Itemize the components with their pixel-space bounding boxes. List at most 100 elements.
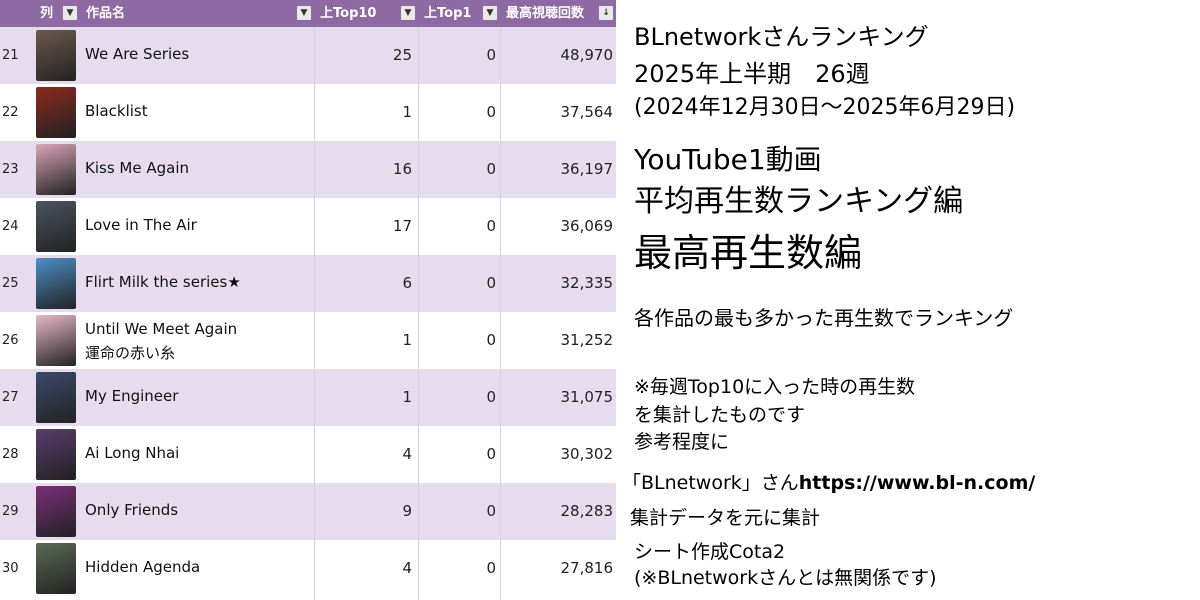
info-note-2: を集計したものです xyxy=(634,404,806,426)
row-top10: 9 xyxy=(402,502,412,520)
row-top10: 1 xyxy=(402,388,412,406)
table-row[interactable]: 29 Only Friends 9 0 28,283 xyxy=(0,483,616,540)
row-max-views: 36,197 xyxy=(560,160,614,178)
info-max-heading: 最高再生数編 xyxy=(634,231,863,275)
row-rank: 24 xyxy=(2,219,19,234)
poster-thumbnail xyxy=(36,315,76,366)
ranking-table: 列 ▼ 作品名 ▼ 上Top10 ▼ 上Top1 ▼ 最高視聴回数 ↓ 21 We… xyxy=(0,0,616,600)
info-source: 「BLnetwork」さんhttps://www.bl-n.com/ xyxy=(622,470,1035,496)
row-title: Love in The Air xyxy=(85,216,197,234)
row-top1: 0 xyxy=(486,46,496,64)
row-max-views: 32,335 xyxy=(560,274,614,292)
row-max-views: 36,069 xyxy=(560,217,614,235)
row-top1: 0 xyxy=(486,559,496,577)
header-top1-label: 上Top1 xyxy=(424,6,472,21)
info-credit: シート作成Cota2 xyxy=(634,541,786,563)
row-top10: 1 xyxy=(402,103,412,121)
row-rank: 25 xyxy=(2,276,19,291)
info-note-1: ※毎週Top10に入った時の再生数 xyxy=(634,376,916,398)
row-rank: 27 xyxy=(2,390,19,405)
table-row[interactable]: 24 Love in The Air 17 0 36,069 xyxy=(0,198,616,255)
row-title: Ai Long Nhai xyxy=(85,444,180,462)
row-title: Hidden Agenda xyxy=(85,558,201,576)
table-row[interactable]: 23 Kiss Me Again 16 0 36,197 xyxy=(0,141,616,198)
header-max-views[interactable]: 最高視聴回数 ↓ xyxy=(500,0,616,27)
poster-thumbnail xyxy=(36,144,76,195)
row-top1: 0 xyxy=(486,103,496,121)
table-row[interactable]: 28 Ai Long Nhai 4 0 30,302 xyxy=(0,426,616,483)
column-divider xyxy=(500,27,501,600)
row-max-views: 37,564 xyxy=(560,103,614,121)
poster-thumbnail xyxy=(36,429,76,480)
column-divider xyxy=(314,27,315,600)
info-period: 2025年上半期 26週 xyxy=(634,60,870,88)
row-top10: 17 xyxy=(392,217,412,235)
table-row[interactable]: 22 Blacklist 1 0 37,564 xyxy=(0,84,616,141)
row-title: Only Friends xyxy=(85,501,179,519)
row-rank: 23 xyxy=(2,162,19,177)
row-top10: 6 xyxy=(402,274,412,292)
row-top1: 0 xyxy=(486,274,496,292)
column-divider xyxy=(418,27,419,600)
table-header: 列 ▼ 作品名 ▼ 上Top10 ▼ 上Top1 ▼ 最高視聴回数 ↓ xyxy=(0,0,616,27)
row-top10: 4 xyxy=(402,445,412,463)
row-rank: 30 xyxy=(2,561,19,576)
row-subtitle: 運命の赤い糸 xyxy=(85,344,176,362)
row-rank: 29 xyxy=(2,504,19,519)
table-row[interactable]: 21 We Are Series 25 0 48,970 xyxy=(0,27,616,84)
info-disclaimer: (※BLnetworkさんとは無関係です) xyxy=(634,567,937,589)
table-row[interactable]: 27 My Engineer 1 0 31,075 xyxy=(0,369,616,426)
poster-thumbnail xyxy=(36,372,76,423)
row-title: We Are Series xyxy=(85,45,190,63)
row-title: My Engineer xyxy=(85,387,179,405)
info-note-3: 参考程度に xyxy=(634,431,730,453)
header-max-label: 最高視聴回数 xyxy=(506,6,585,21)
info-title: BLnetworkさんランキング xyxy=(634,23,929,51)
poster-thumbnail xyxy=(36,258,76,309)
row-top1: 0 xyxy=(486,445,496,463)
table-row[interactable]: 26 Until We Meet Again 運命の赤い糸 1 0 31,252 xyxy=(0,312,616,369)
filter-dropdown-icon[interactable]: ▼ xyxy=(401,6,415,20)
header-title[interactable]: 作品名 ▼ xyxy=(80,0,314,27)
row-top10: 25 xyxy=(392,46,412,64)
source-link[interactable]: https://www.bl-n.com/ xyxy=(798,472,1036,494)
poster-thumbnail xyxy=(36,486,76,537)
row-rank: 28 xyxy=(2,447,19,462)
sort-desc-icon[interactable]: ↓ xyxy=(599,6,613,20)
row-max-views: 28,283 xyxy=(560,502,614,520)
row-top1: 0 xyxy=(486,160,496,178)
header-title-label: 作品名 xyxy=(86,6,126,21)
row-top1: 0 xyxy=(486,502,496,520)
filter-dropdown-icon[interactable]: ▼ xyxy=(483,6,497,20)
info-description: 各作品の最も多かった再生数でランキング xyxy=(634,306,1014,330)
poster-thumbnail xyxy=(36,543,76,594)
row-rank: 21 xyxy=(2,48,19,63)
poster-thumbnail xyxy=(36,201,76,252)
table-row[interactable]: 25 Flirt Milk the series★ 6 0 32,335 xyxy=(0,255,616,312)
row-top1: 0 xyxy=(486,331,496,349)
row-title: Until We Meet Again xyxy=(85,320,238,338)
row-top10: 4 xyxy=(402,559,412,577)
info-date-range: (2024年12月30日～2025年6月29日) xyxy=(634,95,1016,120)
row-max-views: 30,302 xyxy=(560,445,614,463)
row-title: Kiss Me Again xyxy=(85,159,189,177)
source-name: 「BLnetwork」さん xyxy=(622,472,799,494)
poster-thumbnail xyxy=(36,30,76,81)
row-max-views: 48,970 xyxy=(560,46,614,64)
header-top1[interactable]: 上Top1 ▼ xyxy=(418,0,500,27)
row-max-views: 31,075 xyxy=(560,388,614,406)
row-top10: 1 xyxy=(402,331,412,349)
row-top10: 16 xyxy=(392,160,412,178)
row-title: Flirt Milk the series★ xyxy=(85,273,241,291)
header-rank-label: 列 xyxy=(40,6,54,21)
table-row[interactable]: 30 Hidden Agenda 4 0 27,816 xyxy=(0,540,616,597)
poster-thumbnail xyxy=(36,87,76,138)
filter-dropdown-icon[interactable]: ▼ xyxy=(63,6,77,20)
header-top10[interactable]: 上Top10 ▼ xyxy=(314,0,418,27)
info-panel: BLnetworkさんランキング 2025年上半期 26週 (2024年12月3… xyxy=(616,0,1200,600)
filter-dropdown-icon[interactable]: ▼ xyxy=(297,6,311,20)
header-top10-label: 上Top10 xyxy=(320,6,377,21)
info-average-heading: 平均再生数ランキング編 xyxy=(634,184,964,219)
info-youtube-heading: YouTube1動画 xyxy=(634,143,822,176)
header-rank[interactable]: 列 ▼ xyxy=(34,0,80,27)
